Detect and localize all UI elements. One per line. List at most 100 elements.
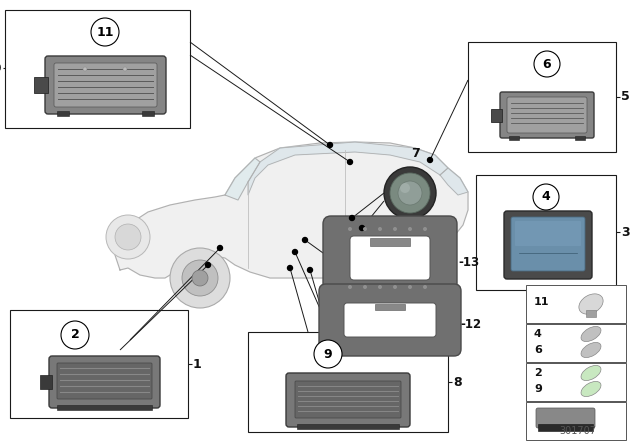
Circle shape bbox=[363, 227, 367, 231]
Circle shape bbox=[384, 167, 436, 219]
Bar bbox=[40, 375, 52, 389]
Circle shape bbox=[170, 248, 230, 308]
Text: -13: -13 bbox=[458, 257, 479, 270]
Text: 10: 10 bbox=[0, 61, 2, 74]
Circle shape bbox=[61, 321, 89, 349]
Ellipse shape bbox=[581, 381, 601, 396]
Text: 7: 7 bbox=[411, 147, 419, 160]
Text: -12: -12 bbox=[460, 319, 481, 332]
Circle shape bbox=[287, 266, 292, 271]
Circle shape bbox=[314, 340, 342, 368]
Bar bbox=[57, 111, 69, 116]
Text: 1: 1 bbox=[193, 358, 202, 370]
Text: 2: 2 bbox=[70, 328, 79, 341]
Bar bbox=[526, 402, 626, 440]
Bar bbox=[57, 405, 152, 410]
FancyBboxPatch shape bbox=[507, 97, 587, 133]
Bar bbox=[476, 175, 616, 290]
Bar bbox=[538, 424, 593, 431]
Circle shape bbox=[365, 248, 425, 308]
Circle shape bbox=[348, 159, 353, 164]
Circle shape bbox=[91, 18, 119, 46]
Circle shape bbox=[423, 285, 427, 289]
FancyBboxPatch shape bbox=[319, 284, 461, 356]
Bar bbox=[509, 136, 519, 140]
Bar bbox=[375, 304, 405, 310]
Circle shape bbox=[363, 285, 367, 289]
Bar bbox=[248, 332, 448, 432]
Text: 4: 4 bbox=[534, 329, 542, 339]
Text: 301707: 301707 bbox=[559, 426, 596, 436]
Bar bbox=[142, 111, 154, 116]
Circle shape bbox=[348, 285, 352, 289]
Text: 11: 11 bbox=[534, 297, 550, 307]
Circle shape bbox=[398, 181, 422, 205]
Polygon shape bbox=[225, 158, 260, 200]
Circle shape bbox=[393, 285, 397, 289]
Circle shape bbox=[423, 227, 427, 231]
Bar bbox=[34, 77, 48, 93]
Ellipse shape bbox=[581, 342, 601, 358]
Text: 5: 5 bbox=[621, 90, 630, 103]
Circle shape bbox=[192, 270, 208, 286]
Circle shape bbox=[428, 158, 433, 163]
Circle shape bbox=[349, 215, 355, 220]
Circle shape bbox=[182, 260, 218, 296]
Circle shape bbox=[533, 184, 559, 210]
FancyBboxPatch shape bbox=[536, 408, 595, 428]
FancyBboxPatch shape bbox=[45, 56, 166, 114]
Circle shape bbox=[360, 225, 365, 231]
Polygon shape bbox=[248, 142, 448, 195]
FancyBboxPatch shape bbox=[57, 363, 152, 399]
Bar bbox=[491, 109, 502, 122]
Circle shape bbox=[123, 67, 127, 71]
Circle shape bbox=[307, 267, 312, 272]
Text: 8: 8 bbox=[453, 375, 461, 388]
FancyBboxPatch shape bbox=[344, 303, 436, 337]
Text: 6: 6 bbox=[543, 57, 551, 70]
FancyBboxPatch shape bbox=[54, 63, 157, 107]
Bar bbox=[526, 363, 626, 401]
Text: 11: 11 bbox=[96, 26, 114, 39]
FancyBboxPatch shape bbox=[286, 373, 410, 427]
Bar bbox=[468, 42, 616, 152]
Ellipse shape bbox=[581, 327, 601, 341]
Circle shape bbox=[534, 51, 560, 77]
FancyBboxPatch shape bbox=[500, 92, 594, 138]
Polygon shape bbox=[440, 168, 468, 195]
Bar bbox=[586, 310, 596, 317]
Circle shape bbox=[292, 250, 298, 254]
FancyBboxPatch shape bbox=[511, 217, 585, 271]
Text: 9: 9 bbox=[534, 384, 542, 394]
Circle shape bbox=[115, 224, 141, 250]
Circle shape bbox=[348, 227, 352, 231]
Ellipse shape bbox=[581, 366, 601, 380]
Circle shape bbox=[390, 173, 430, 213]
Circle shape bbox=[205, 263, 211, 267]
Text: 6: 6 bbox=[534, 345, 542, 355]
FancyBboxPatch shape bbox=[49, 356, 160, 408]
FancyBboxPatch shape bbox=[323, 216, 457, 300]
Circle shape bbox=[83, 67, 87, 71]
Bar bbox=[5, 10, 190, 128]
Bar bbox=[10, 310, 188, 418]
Bar bbox=[297, 424, 399, 429]
FancyBboxPatch shape bbox=[295, 381, 401, 418]
Text: 4: 4 bbox=[541, 190, 550, 203]
Circle shape bbox=[400, 183, 410, 193]
Circle shape bbox=[378, 227, 382, 231]
Polygon shape bbox=[115, 142, 468, 278]
Bar bbox=[526, 324, 626, 362]
Circle shape bbox=[378, 285, 382, 289]
Bar bbox=[370, 238, 410, 246]
Circle shape bbox=[377, 260, 413, 296]
Circle shape bbox=[387, 270, 403, 286]
FancyBboxPatch shape bbox=[504, 211, 592, 279]
Circle shape bbox=[328, 142, 333, 147]
FancyBboxPatch shape bbox=[350, 236, 430, 280]
FancyBboxPatch shape bbox=[515, 221, 581, 246]
Bar bbox=[575, 136, 585, 140]
Circle shape bbox=[218, 246, 223, 250]
Text: 2: 2 bbox=[534, 368, 541, 378]
Circle shape bbox=[303, 237, 307, 242]
